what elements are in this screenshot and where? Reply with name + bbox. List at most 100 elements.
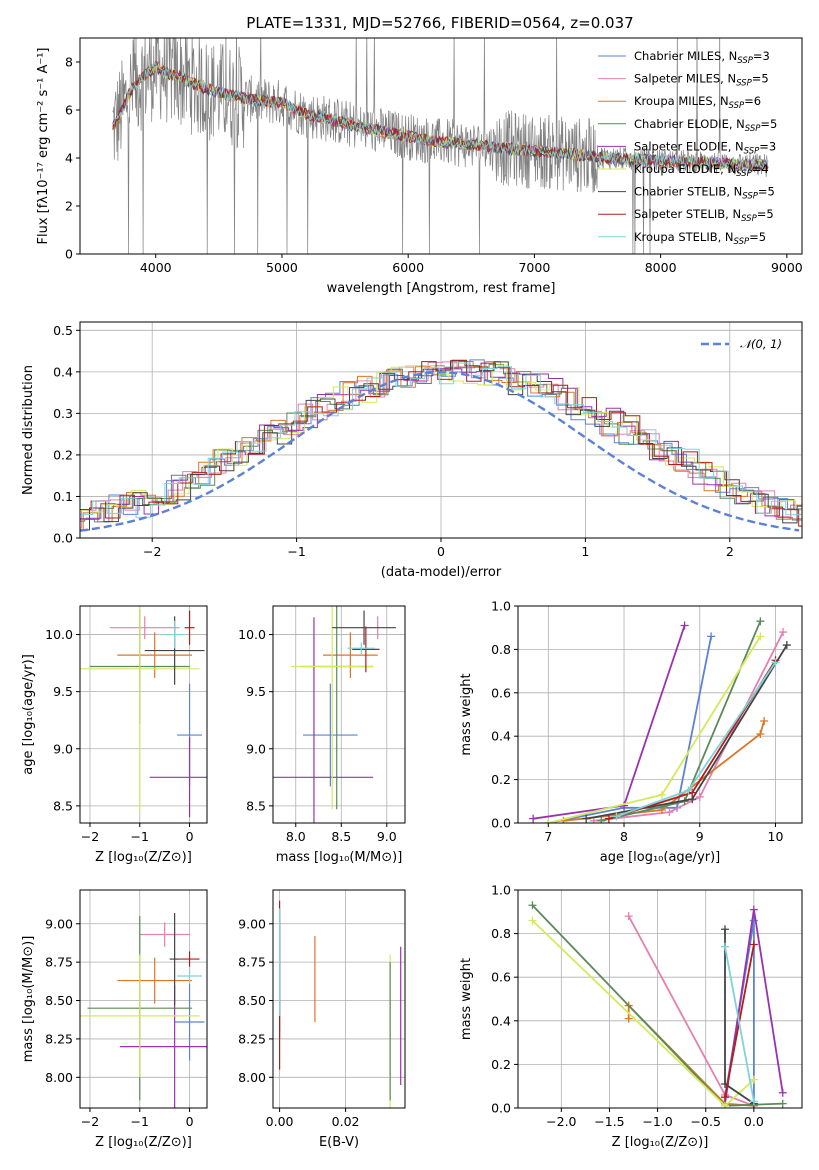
mass-weight-marker — [528, 901, 537, 910]
mass-vs-Z-panel-plot-area — [80, 913, 207, 1108]
x-axis-label: Z [log₁₀(Z/Z⊙)] — [612, 1135, 709, 1150]
legend-label-7: Chabrier STELIB, NSSP=5 — [634, 185, 775, 202]
x-tick-label: −1.5 — [594, 1114, 624, 1129]
mass-weight-marker — [778, 1099, 787, 1108]
legend-text: Kroupa ELODIE, N — [634, 162, 736, 176]
mass-weight-marker — [720, 925, 729, 934]
y-tick-label: 0.0 — [53, 531, 73, 546]
legend-suffix: =5 — [760, 117, 777, 131]
mass-weight-line-2 — [627, 915, 755, 1107]
legend-label-9: Kroupa STELIB, NSSP=5 — [634, 230, 766, 247]
legend-text: Chabrier MILES, N — [634, 49, 737, 63]
x-tick-label: 8 — [620, 829, 628, 844]
x-tick-label: −2.0 — [546, 1114, 576, 1129]
legend-label-4: Chabrier ELODIE, NSSP=5 — [634, 117, 777, 134]
mass-weight-marker — [695, 792, 704, 801]
histogram-step-8 — [80, 359, 802, 527]
mass-weight-vs-age-panel: 7 8 9 10 0.0 0.2 0.4 0.6 0.8 1.0 age [log₁₀(age/yr… — [459, 599, 803, 865]
x-axis-label: E(B-V) — [319, 1135, 359, 1150]
x-tick-label: −1 — [131, 1114, 149, 1129]
age-vs-Z-panel-plot-area — [80, 606, 207, 818]
x-tick-label: −2 — [143, 544, 161, 559]
histogram-plot-area — [80, 359, 802, 532]
legend-label-5: Salpeter ELODIE, NSSP=3 — [634, 139, 776, 156]
legend-suffix: =4 — [752, 162, 769, 176]
x-tick-label: 4000 — [140, 260, 172, 275]
x-tick-label: 0 — [186, 829, 194, 844]
mass-weight-marker — [749, 1097, 758, 1106]
age-vs-mass-panel: 8.0 8.5 9.0 8.5 9.0 9.5 10.0 mass [log₁₀(M/M⊙)] — [238, 605, 406, 865]
axes-frame — [272, 605, 406, 824]
mass-weight-marker — [779, 628, 788, 637]
y-tick-label: 0.8 — [491, 642, 511, 657]
mass-weight-line-7 — [586, 644, 788, 820]
mass-weight-marker — [749, 916, 758, 925]
y-tick-label: 0.0 — [491, 816, 511, 831]
spectrum-panel: 4000 5000 6000 7000 8000 9000 0 2 4 6 8 wavelength … — [36, 37, 803, 296]
mass-weight-marker — [544, 819, 553, 823]
mass-weight-vs-Z-panel: −2.0 −1.5 −1.0 −0.5 0.0 0.0 0.2 0.4 0.6 0.8 1.0 Z [… — [459, 883, 803, 1150]
axes-frame — [79, 37, 803, 255]
x-tick-label: 7 — [544, 829, 552, 844]
mass-weight-marker — [612, 812, 621, 821]
mass-weight-marker — [720, 1093, 729, 1102]
x-axis-label: wavelength [Angstrom, rest frame] — [327, 281, 556, 296]
y-tick-label: 9.0 — [53, 741, 73, 756]
legend-text: Chabrier ELODIE, N — [634, 117, 745, 131]
mass-weight-vs-age-panel-plot-area — [529, 617, 791, 823]
y-tick-label: 8.25 — [238, 1031, 266, 1046]
mass-weight-marker — [760, 717, 769, 726]
legend-subscript: SSP — [736, 169, 752, 179]
legend-suffix: =5 — [749, 230, 766, 244]
axes-frame — [517, 889, 803, 1109]
mass-weight-marker — [771, 658, 780, 667]
x-tick-label: 9 — [696, 829, 704, 844]
x-axis-label: age [log₁₀(age/yr)] — [600, 850, 721, 865]
mass-weight-marker — [529, 814, 538, 823]
legend-text: Kroupa MILES, N — [634, 94, 729, 108]
mass-weight-marker — [707, 632, 716, 641]
legend-label-8: Salpeter STELIB, NSSP=5 — [634, 207, 774, 224]
x-tick-label: 2 — [726, 544, 734, 559]
y-tick-label: 0.3 — [53, 406, 73, 421]
x-tick-label: 7000 — [518, 260, 550, 275]
mass-weight-marker — [624, 1014, 633, 1023]
x-tick-label: 0.0 — [744, 1114, 764, 1129]
x-tick-label: 8000 — [645, 260, 677, 275]
legend-text: Salpeter ELODIE, N — [634, 139, 744, 153]
mass-weight-line-9 — [724, 946, 755, 1102]
mass-weight-line-3 — [563, 720, 765, 822]
y-tick-label: 1.0 — [491, 599, 511, 614]
x-axis-label: (data-model)/error — [381, 565, 502, 580]
y-tick-label: 9.5 — [53, 684, 73, 699]
mass-weight-marker — [720, 1101, 729, 1108]
legend-subscript: SSP — [744, 146, 760, 156]
mass-weight-marker — [680, 621, 689, 630]
y-axis-label: Flux [fλ10⁻¹⁷ erg cm⁻² s⁻¹ A⁻¹] — [36, 48, 51, 245]
mass-weight-marker — [657, 790, 666, 799]
y-tick-label: 9.00 — [238, 916, 266, 931]
legend-text: Chabrier STELIB, N — [634, 185, 742, 199]
mass-weight-marker — [749, 905, 758, 914]
mass-weight-line-6 — [548, 635, 762, 823]
y-tick-label: 8.5 — [246, 798, 266, 813]
mass-weight-line-5 — [532, 625, 686, 820]
legend-label-3: Kroupa MILES, NSSP=6 — [634, 94, 761, 111]
x-axis-label: Z [log₁₀(Z/Z⊙)] — [95, 1135, 192, 1150]
x-tick-label: −0.5 — [691, 1114, 721, 1129]
legend-suffix: =5 — [758, 185, 775, 199]
spectrum-plot-area — [112, 38, 769, 254]
legend-subscript: SSP — [741, 214, 757, 224]
x-tick-label: −2 — [81, 829, 99, 844]
x-tick-label: −1 — [131, 829, 149, 844]
mass-vs-Z-panel: −2 −1 0 8.00 8.25 8.50 8.75 9.00 Z [log₁₀(Z/Z⊙)]… — [21, 889, 208, 1150]
y-tick-label: 8.50 — [45, 993, 73, 1008]
histogram-step-7 — [80, 360, 802, 531]
gaussian-curve — [80, 371, 800, 532]
x-tick-label: 0.02 — [332, 1114, 360, 1129]
residual-panel: −2 −1 0 1 2 0.0 0.1 0.2 0.3 0.4 0.5 (data-model)/er… — [21, 321, 803, 580]
y-tick-label: 9.5 — [246, 684, 266, 699]
model-fit-line-9 — [112, 62, 769, 172]
